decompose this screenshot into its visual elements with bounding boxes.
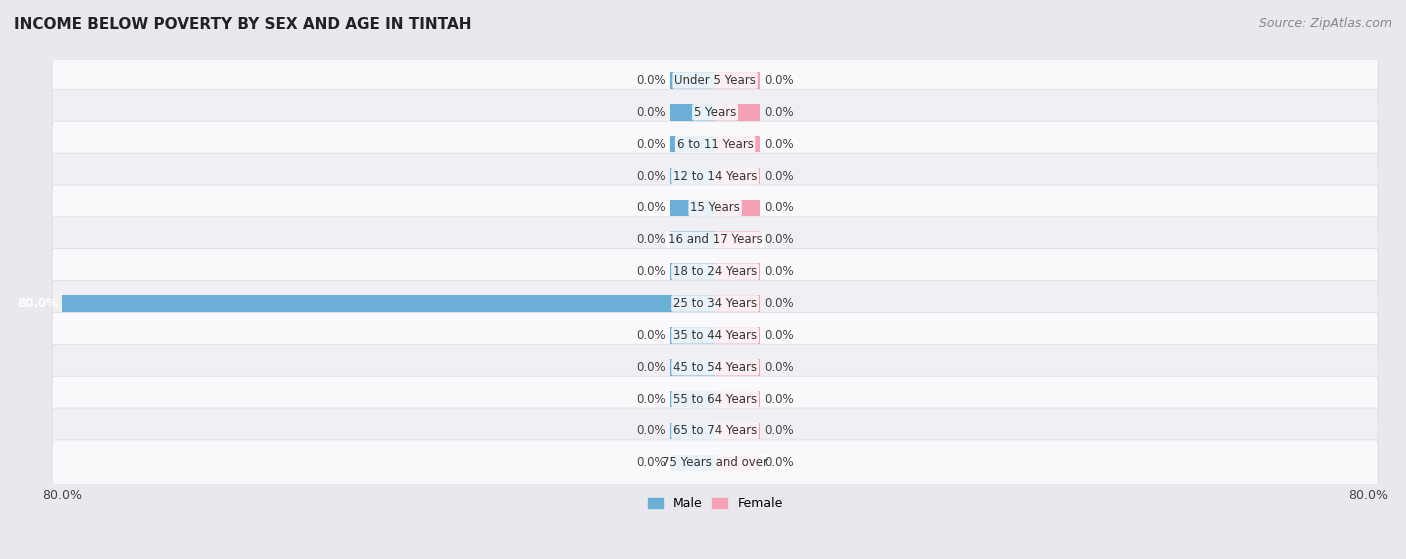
FancyBboxPatch shape: [52, 121, 1378, 167]
Text: 0.0%: 0.0%: [763, 361, 794, 374]
Text: 0.0%: 0.0%: [763, 297, 794, 310]
Bar: [716, 168, 761, 184]
Text: 0.0%: 0.0%: [637, 265, 666, 278]
Bar: [671, 72, 716, 89]
Text: 0.0%: 0.0%: [637, 106, 666, 119]
Bar: [671, 136, 716, 153]
Bar: [716, 104, 761, 121]
Bar: [671, 168, 716, 184]
Text: 0.0%: 0.0%: [763, 169, 794, 183]
Text: 6 to 11 Years: 6 to 11 Years: [676, 138, 754, 151]
Text: 45 to 54 Years: 45 to 54 Years: [673, 361, 758, 374]
Text: 0.0%: 0.0%: [763, 265, 794, 278]
Text: 15 Years: 15 Years: [690, 201, 740, 215]
Bar: [716, 359, 761, 376]
Text: 0.0%: 0.0%: [763, 233, 794, 247]
Text: 0.0%: 0.0%: [763, 424, 794, 438]
FancyBboxPatch shape: [52, 281, 1378, 326]
Bar: [671, 327, 716, 344]
Text: 12 to 14 Years: 12 to 14 Years: [673, 169, 758, 183]
Text: 25 to 34 Years: 25 to 34 Years: [673, 297, 758, 310]
Bar: [716, 295, 761, 312]
Text: 18 to 24 Years: 18 to 24 Years: [673, 265, 758, 278]
FancyBboxPatch shape: [52, 185, 1378, 231]
FancyBboxPatch shape: [52, 217, 1378, 263]
Text: 0.0%: 0.0%: [637, 392, 666, 406]
Text: 55 to 64 Years: 55 to 64 Years: [673, 392, 758, 406]
FancyBboxPatch shape: [52, 153, 1378, 199]
FancyBboxPatch shape: [52, 440, 1378, 486]
Bar: [62, 295, 716, 312]
Text: 0.0%: 0.0%: [763, 106, 794, 119]
Bar: [716, 423, 761, 439]
Bar: [716, 72, 761, 89]
Text: 0.0%: 0.0%: [637, 74, 666, 87]
Bar: [716, 454, 761, 471]
FancyBboxPatch shape: [52, 249, 1378, 295]
Text: 0.0%: 0.0%: [637, 138, 666, 151]
Text: 0.0%: 0.0%: [637, 424, 666, 438]
Text: Under 5 Years: Under 5 Years: [673, 74, 756, 87]
Text: 0.0%: 0.0%: [637, 329, 666, 342]
Text: 75 Years and over: 75 Years and over: [662, 456, 768, 470]
FancyBboxPatch shape: [52, 89, 1378, 135]
Text: 80.0%: 80.0%: [17, 297, 58, 310]
Text: 35 to 44 Years: 35 to 44 Years: [673, 329, 758, 342]
Bar: [716, 200, 761, 216]
Legend: Male, Female: Male, Female: [643, 492, 787, 515]
Bar: [671, 454, 716, 471]
Text: INCOME BELOW POVERTY BY SEX AND AGE IN TINTAH: INCOME BELOW POVERTY BY SEX AND AGE IN T…: [14, 17, 471, 32]
Text: 0.0%: 0.0%: [637, 233, 666, 247]
Text: 0.0%: 0.0%: [763, 456, 794, 470]
Text: 0.0%: 0.0%: [763, 201, 794, 215]
Bar: [671, 423, 716, 439]
Text: 16 and 17 Years: 16 and 17 Years: [668, 233, 762, 247]
Bar: [716, 327, 761, 344]
Text: 0.0%: 0.0%: [763, 329, 794, 342]
Bar: [716, 136, 761, 153]
Text: 0.0%: 0.0%: [637, 361, 666, 374]
FancyBboxPatch shape: [52, 312, 1378, 358]
Text: 65 to 74 Years: 65 to 74 Years: [673, 424, 758, 438]
FancyBboxPatch shape: [52, 408, 1378, 454]
FancyBboxPatch shape: [52, 344, 1378, 390]
Text: 0.0%: 0.0%: [763, 138, 794, 151]
Bar: [716, 231, 761, 248]
FancyBboxPatch shape: [52, 376, 1378, 422]
Text: Source: ZipAtlas.com: Source: ZipAtlas.com: [1258, 17, 1392, 30]
Bar: [671, 359, 716, 376]
Text: 0.0%: 0.0%: [763, 392, 794, 406]
Text: 0.0%: 0.0%: [763, 74, 794, 87]
Bar: [671, 200, 716, 216]
Text: 0.0%: 0.0%: [637, 169, 666, 183]
Bar: [671, 104, 716, 121]
Text: 0.0%: 0.0%: [637, 201, 666, 215]
FancyBboxPatch shape: [52, 58, 1378, 103]
Bar: [671, 263, 716, 280]
Bar: [671, 231, 716, 248]
Text: 0.0%: 0.0%: [637, 456, 666, 470]
Bar: [716, 391, 761, 408]
Bar: [671, 391, 716, 408]
Bar: [716, 263, 761, 280]
Text: 5 Years: 5 Years: [695, 106, 737, 119]
